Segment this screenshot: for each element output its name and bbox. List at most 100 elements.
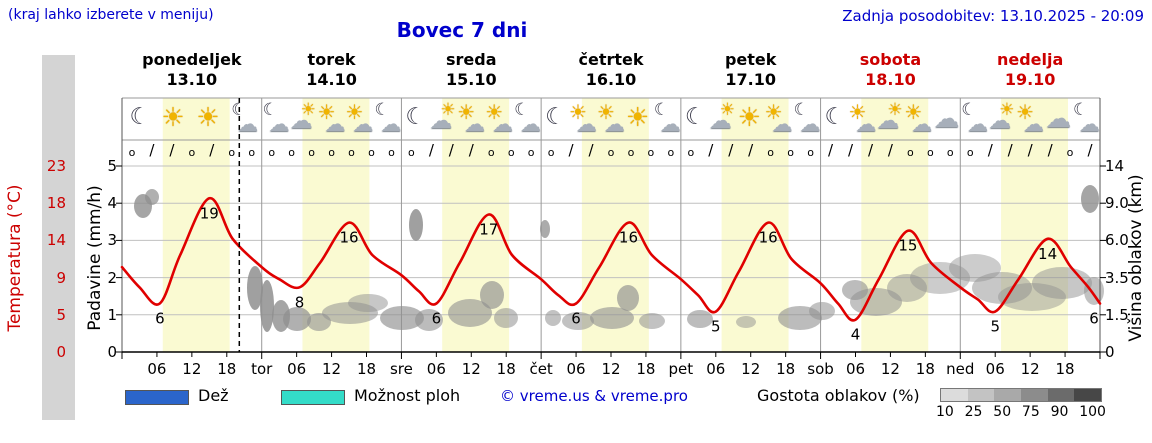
time-axis-tick: 18	[1055, 360, 1075, 378]
time-axis-tick: 12	[461, 360, 481, 378]
precip-axis-tick: 3	[107, 231, 117, 250]
temperature-extreme-label: 19	[200, 204, 219, 222]
precip-axis-tick: 4	[107, 194, 117, 213]
cloud-height-axis-label: Višina oblakov (km)	[1126, 174, 1146, 342]
cloud-blob	[545, 310, 561, 326]
day-header: nedelja 19.10	[960, 50, 1100, 90]
weather-icon-sun: ☀	[736, 102, 766, 136]
weather-icon-sun: ☀	[159, 102, 189, 136]
sun-glyph: ☀	[597, 100, 615, 124]
density-segment	[967, 389, 995, 401]
weather-icon-sun-cloud: ☀ ☁	[456, 102, 486, 136]
weather-icon-cloud-sun: ☀ ☁	[289, 102, 319, 136]
cloud-density-ticks: 10 25 50 75 90 100	[936, 404, 1106, 420]
moon-glyph: ☾	[405, 104, 427, 130]
density-tick-label: 25	[964, 404, 983, 420]
moon-glyph: ☾	[1073, 100, 1089, 120]
weather-icon-cloud-sun: ☀ ☁	[428, 102, 458, 136]
wind-symbol: o	[926, 146, 934, 159]
wind-symbol: /	[828, 141, 834, 159]
time-axis-tick: 12	[1020, 360, 1040, 378]
cloud-glyph: ☁	[967, 112, 989, 136]
cloud-density-label: Gostota oblakov (%)	[757, 386, 920, 405]
cloud-glyph: ☁	[604, 112, 625, 136]
temperature-extreme-label: 4	[851, 326, 861, 344]
weather-icon-sun-cloud: ☀ ☁	[345, 102, 375, 136]
precip-axis-tick: 2	[107, 268, 117, 287]
wind-symbol: /	[1007, 141, 1013, 159]
cloud-glyph: ☁	[1023, 112, 1045, 136]
wind-symbol: o	[228, 146, 236, 159]
wind-symbol: o	[966, 146, 974, 159]
time-axis-tick: 06	[845, 360, 866, 378]
weather-icon-moon: ☾	[124, 102, 154, 136]
moon-glyph: ☾	[961, 100, 977, 120]
cloud-blob	[617, 285, 639, 311]
temp-axis-tick: 23	[46, 157, 66, 175]
wind-symbol: /	[847, 141, 854, 159]
weather-icon-moon: ☾	[820, 102, 850, 136]
cloud-density-gradient	[940, 388, 1102, 402]
temp-axis-tick: 5	[56, 305, 66, 324]
wind-symbol: /	[1027, 141, 1033, 159]
density-segment	[1021, 389, 1048, 401]
time-axis-tick: 18	[776, 360, 796, 378]
cloud-glyph: ☁	[988, 108, 1012, 134]
cloud-blob	[145, 189, 159, 205]
cloud-glyph: ☁	[771, 112, 793, 136]
wind-symbol: o	[527, 146, 535, 159]
sun-glyph: ☀	[345, 100, 364, 124]
showers-legend-swatch	[281, 390, 345, 405]
wind-symbol: o	[507, 146, 515, 159]
weather-icon-moon: ☾	[400, 102, 430, 136]
wind-symbol: /	[209, 141, 215, 159]
wind-symbol: o	[128, 146, 136, 159]
weather-icon-cloud: ☁	[1043, 102, 1073, 136]
day-name: torek	[307, 50, 356, 69]
cloud-blob	[1032, 267, 1092, 299]
time-axis-tick: sob	[807, 360, 834, 378]
wind-symbol: /	[428, 141, 434, 159]
cloud-glyph: ☁	[464, 112, 486, 136]
day-header: sobota 18.10	[820, 50, 960, 90]
time-axis-tick: 12	[880, 360, 900, 378]
time-axis-tick: 06	[426, 360, 446, 378]
cloud-blob	[1081, 185, 1099, 213]
day-date: 17.10	[725, 70, 776, 89]
sun-glyph: ☀	[161, 103, 185, 133]
temperature-extreme-label: 16	[759, 229, 778, 247]
sun-glyph: ☀	[719, 100, 736, 120]
cloud-glyph: ☁	[799, 112, 821, 136]
day-date: 13.10	[166, 70, 218, 89]
weather-icon-cloud-sun: ☀ ☁	[875, 102, 905, 136]
weather-icon-moon-cloud: ☾ ☁	[512, 102, 542, 136]
weather-icon-moon-cloud: ☾ ☁	[1071, 102, 1101, 136]
day-date: 19.10	[1004, 70, 1056, 89]
weather-icon-moon-cloud: ☾ ☁	[652, 102, 682, 136]
wind-symbol: /	[149, 141, 155, 159]
weather-icon-moon-cloud: ☾ ☁	[261, 102, 291, 136]
precip-axis-tick: 1	[107, 305, 117, 324]
cloud-blob	[809, 302, 835, 320]
day-date: 14.10	[306, 70, 357, 89]
temperature-extreme-label: 6	[571, 309, 581, 327]
page-title: Bovec 7 dni	[396, 18, 528, 42]
temperature-extreme-label: 8	[295, 293, 305, 311]
weather-icon-cloud: ☁	[931, 102, 961, 136]
day-date: 16.10	[585, 70, 637, 89]
left-axis-strip	[42, 55, 75, 420]
day-date: 15.10	[445, 70, 497, 89]
wind-symbol: /	[748, 141, 754, 159]
wind-symbol: /	[867, 141, 873, 159]
wind-symbol: /	[1047, 141, 1053, 159]
cloud-glyph: ☁	[911, 112, 933, 136]
copyright-link[interactable]: © vreme.us & vreme.pro	[500, 387, 688, 405]
time-axis-tick: 12	[182, 360, 202, 378]
cloud-blob	[260, 280, 274, 332]
cloud-blob	[540, 220, 550, 238]
wind-symbol: o	[767, 146, 775, 159]
cloud-glyph: ☁	[659, 112, 681, 136]
time-axis-tick: 06	[287, 360, 307, 378]
wind-symbol: /	[169, 141, 175, 159]
